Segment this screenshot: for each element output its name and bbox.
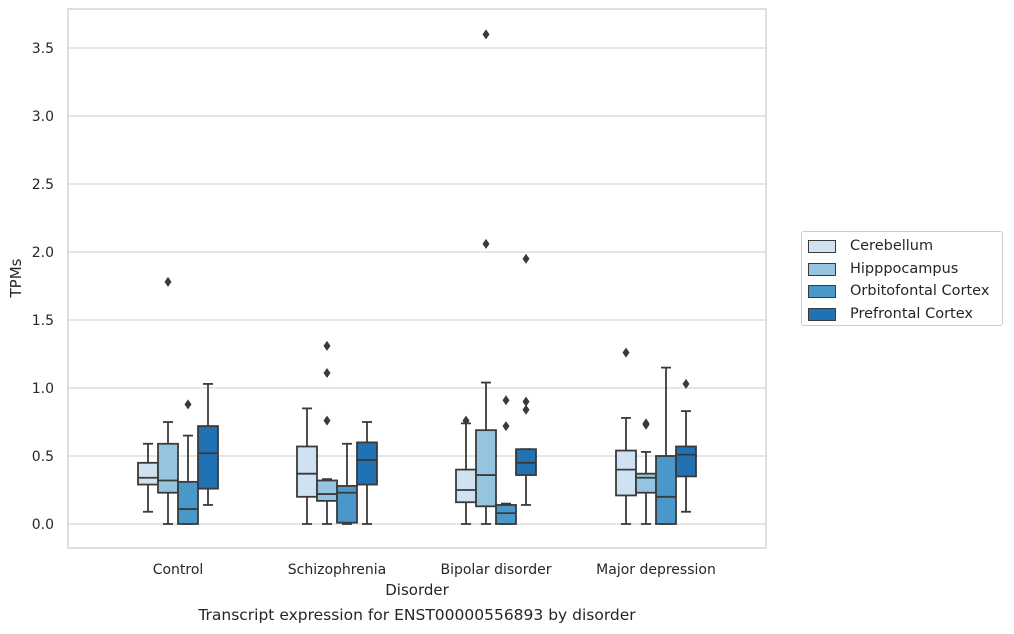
gridlines (68, 47, 766, 525)
y-tick-labels: 0.0 0.5 1.0 1.5 2.0 2.5 3.0 3.5 (32, 41, 54, 533)
legend-swatch-hippocampus (808, 262, 836, 276)
x-tick-labels: Control Schizophrenia Bipolar disorder Majo… (153, 562, 716, 578)
box-s3-c1 (356, 441, 378, 486)
y-tick-label-7: 3.5 (32, 41, 54, 57)
box-s0-c3 (615, 449, 637, 497)
outlier-s1-c0-0 (164, 276, 172, 287)
box-s2-c1 (336, 485, 358, 524)
y-tick-label-1: 0.5 (32, 449, 54, 465)
outlier-s1-c3-1 (642, 418, 650, 429)
x-tick-label-1: Schizophrenia (288, 562, 386, 578)
x-axis-label: Disorder (385, 581, 449, 599)
box-s1-c1 (316, 479, 338, 502)
legend-item-orbitofrontal-cortex: Orbitofontal Cortex (808, 281, 989, 301)
y-tick-label-0: 0.0 (32, 517, 54, 533)
y-tick-label-2: 1.0 (32, 381, 54, 397)
outlier-s1-c1-0 (323, 415, 331, 426)
y-tick-label-6: 3.0 (32, 109, 54, 125)
y-tick-label-4: 2.0 (32, 245, 54, 261)
legend-item-prefrontal-cortex: Prefrontal Cortex (808, 304, 973, 324)
legend-item-hippocampus: Hipppocampus (808, 259, 958, 279)
outlier-s3-c2-1 (522, 396, 530, 407)
outlier-s2-c0-0 (184, 399, 192, 410)
legend-label-cerebellum: Cerebellum (850, 238, 934, 254)
box-s1-c3 (635, 472, 657, 494)
outlier-s3-c3-0 (682, 378, 690, 389)
x-tick-label-3: Major depression (596, 562, 716, 578)
chart-caption: Transcript expression for ENST0000055689… (198, 606, 636, 624)
legend-item-cerebellum: Cerebellum (808, 236, 933, 256)
box-s2-c3 (655, 455, 677, 525)
outlier-s0-c3-0 (622, 347, 630, 358)
outlier-s2-c2-0 (502, 421, 510, 432)
outlier-s1-c1-2 (323, 340, 331, 351)
legend-swatch-orbitofrontal-cortex (808, 284, 836, 298)
box-s0-c0 (137, 461, 159, 486)
outlier-s3-c2-2 (522, 253, 530, 264)
plot-frame (67, 8, 767, 549)
outlier-s1-c1-1 (323, 368, 331, 379)
outlier-s1-c2-1 (482, 29, 490, 40)
legend-label-orbitofrontal-cortex: Orbitofontal Cortex (850, 283, 990, 299)
x-tick-label-2: Bipolar disorder (440, 562, 551, 578)
x-tick-label-0: Control (153, 562, 204, 578)
legend-label-prefrontal-cortex: Prefrontal Cortex (850, 306, 973, 322)
box-s1-c2 (475, 429, 497, 508)
y-axis-label: TPMs (7, 258, 25, 298)
outlier-s3-c2-0 (522, 404, 530, 415)
outlier-s2-c2-1 (502, 395, 510, 406)
outlier-s1-c2-0 (482, 238, 490, 249)
legend-label-hippocampus: Hipppocampus (850, 261, 959, 277)
box-s2-c0 (177, 480, 199, 525)
box-plot-marks (137, 29, 697, 525)
box-s0-c1 (296, 445, 318, 498)
legend-swatch-prefrontal-cortex (808, 307, 836, 321)
legend: Cerebellum Hipppocampus Orbitofontal Cor… (801, 231, 1003, 326)
box-s2-c2 (495, 504, 517, 525)
y-tick-label-3: 1.5 (32, 313, 54, 329)
box-s0-c2 (455, 468, 477, 504)
outlier-s0-c2-0 (462, 415, 470, 426)
legend-swatch-cerebellum (808, 239, 836, 253)
box-s3-c0 (197, 425, 219, 490)
box-s1-c0 (157, 442, 179, 494)
y-tick-label-5: 2.5 (32, 177, 54, 193)
box-s3-c3 (675, 445, 697, 478)
